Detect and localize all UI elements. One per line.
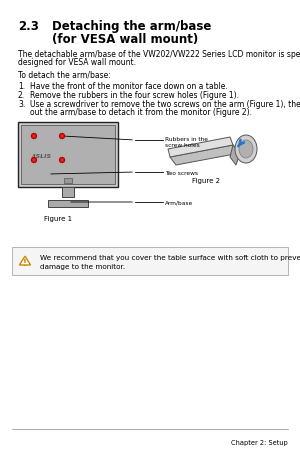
Bar	[62, 188, 74, 198]
Text: Chapter 2: Setup: Chapter 2: Setup	[231, 439, 288, 445]
Text: Figure 2: Figure 2	[192, 178, 220, 184]
Text: designed for VESA wall mount.: designed for VESA wall mount.	[18, 58, 136, 67]
Text: Have the front of the monitor face down on a table.: Have the front of the monitor face down …	[30, 82, 228, 91]
Text: 1.: 1.	[18, 82, 25, 91]
Ellipse shape	[235, 136, 257, 164]
Polygon shape	[170, 146, 240, 166]
Text: Detaching the arm/base: Detaching the arm/base	[52, 20, 212, 33]
Text: Figure 1: Figure 1	[44, 216, 72, 221]
Bar	[64, 179, 72, 184]
Text: Use a screwdriver to remove the two screws on the arm (Figure 1), then slide: Use a screwdriver to remove the two scre…	[30, 100, 300, 109]
Bar	[18, 123, 118, 188]
Text: Arm/base: Arm/base	[165, 201, 193, 206]
Polygon shape	[168, 138, 233, 158]
Polygon shape	[230, 146, 240, 166]
Text: Remove the rubbers in the four screw holes (Figure 1).: Remove the rubbers in the four screw hol…	[30, 91, 239, 100]
Polygon shape	[20, 257, 31, 265]
Text: To detach the arm/base:: To detach the arm/base:	[18, 70, 111, 79]
Text: The detachable arm/base of the VW202/VW222 Series LCD monitor is specially: The detachable arm/base of the VW202/VW2…	[18, 50, 300, 59]
Circle shape	[32, 158, 37, 163]
Bar	[12, 248, 288, 276]
Text: We recommend that you cover the table surface with soft cloth to prevent: We recommend that you cover the table su…	[40, 254, 300, 260]
Bar	[48, 201, 88, 207]
Circle shape	[32, 134, 37, 139]
Text: 2.3: 2.3	[18, 20, 39, 33]
Text: 2.: 2.	[18, 91, 25, 100]
Bar	[21, 126, 115, 184]
Text: Rubbers in the
screw holes: Rubbers in the screw holes	[165, 137, 208, 147]
Text: !: !	[23, 258, 27, 267]
Ellipse shape	[239, 141, 253, 159]
Circle shape	[59, 158, 64, 163]
Text: /ISLIS: /ISLIS	[32, 152, 52, 158]
Text: damage to the monitor.: damage to the monitor.	[40, 263, 125, 269]
Text: Two screws: Two screws	[165, 170, 198, 175]
Text: 3.: 3.	[18, 100, 25, 109]
Text: (for VESA wall mount): (for VESA wall mount)	[52, 33, 198, 46]
Circle shape	[59, 134, 64, 139]
Text: out the arm/base to detach it from the monitor (Figure 2).: out the arm/base to detach it from the m…	[30, 108, 252, 117]
